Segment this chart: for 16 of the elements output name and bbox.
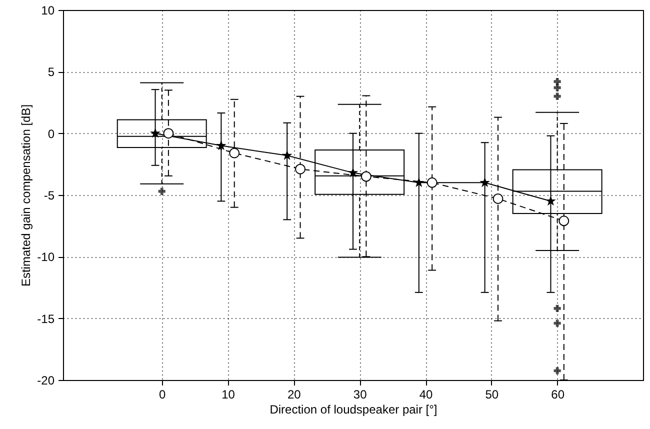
x-tick-label: 40 (419, 388, 433, 402)
y-tick-label: -10 (37, 250, 55, 264)
y-axis-title: Estimated gain compensation [dB] (19, 104, 34, 287)
x-axis-title: Direction of loudspeaker pair [°] (270, 402, 438, 416)
x-tick-label: 50 (485, 388, 499, 402)
y-tick-label: 5 (48, 65, 55, 80)
y-tick-label: 0 (48, 126, 55, 141)
x-tick-label: 0 (159, 388, 166, 402)
x-tick-label: 20 (288, 388, 302, 402)
x-tick-label: 10 (222, 388, 236, 402)
y-tick-label: 10 (41, 4, 55, 18)
x-tick-label: 30 (353, 388, 368, 402)
x-tick-label: 60 (551, 388, 565, 402)
y-tick-label: -15 (37, 312, 55, 326)
y-tick-label: -5 (44, 188, 55, 202)
y-tick-label: -20 (37, 374, 55, 388)
